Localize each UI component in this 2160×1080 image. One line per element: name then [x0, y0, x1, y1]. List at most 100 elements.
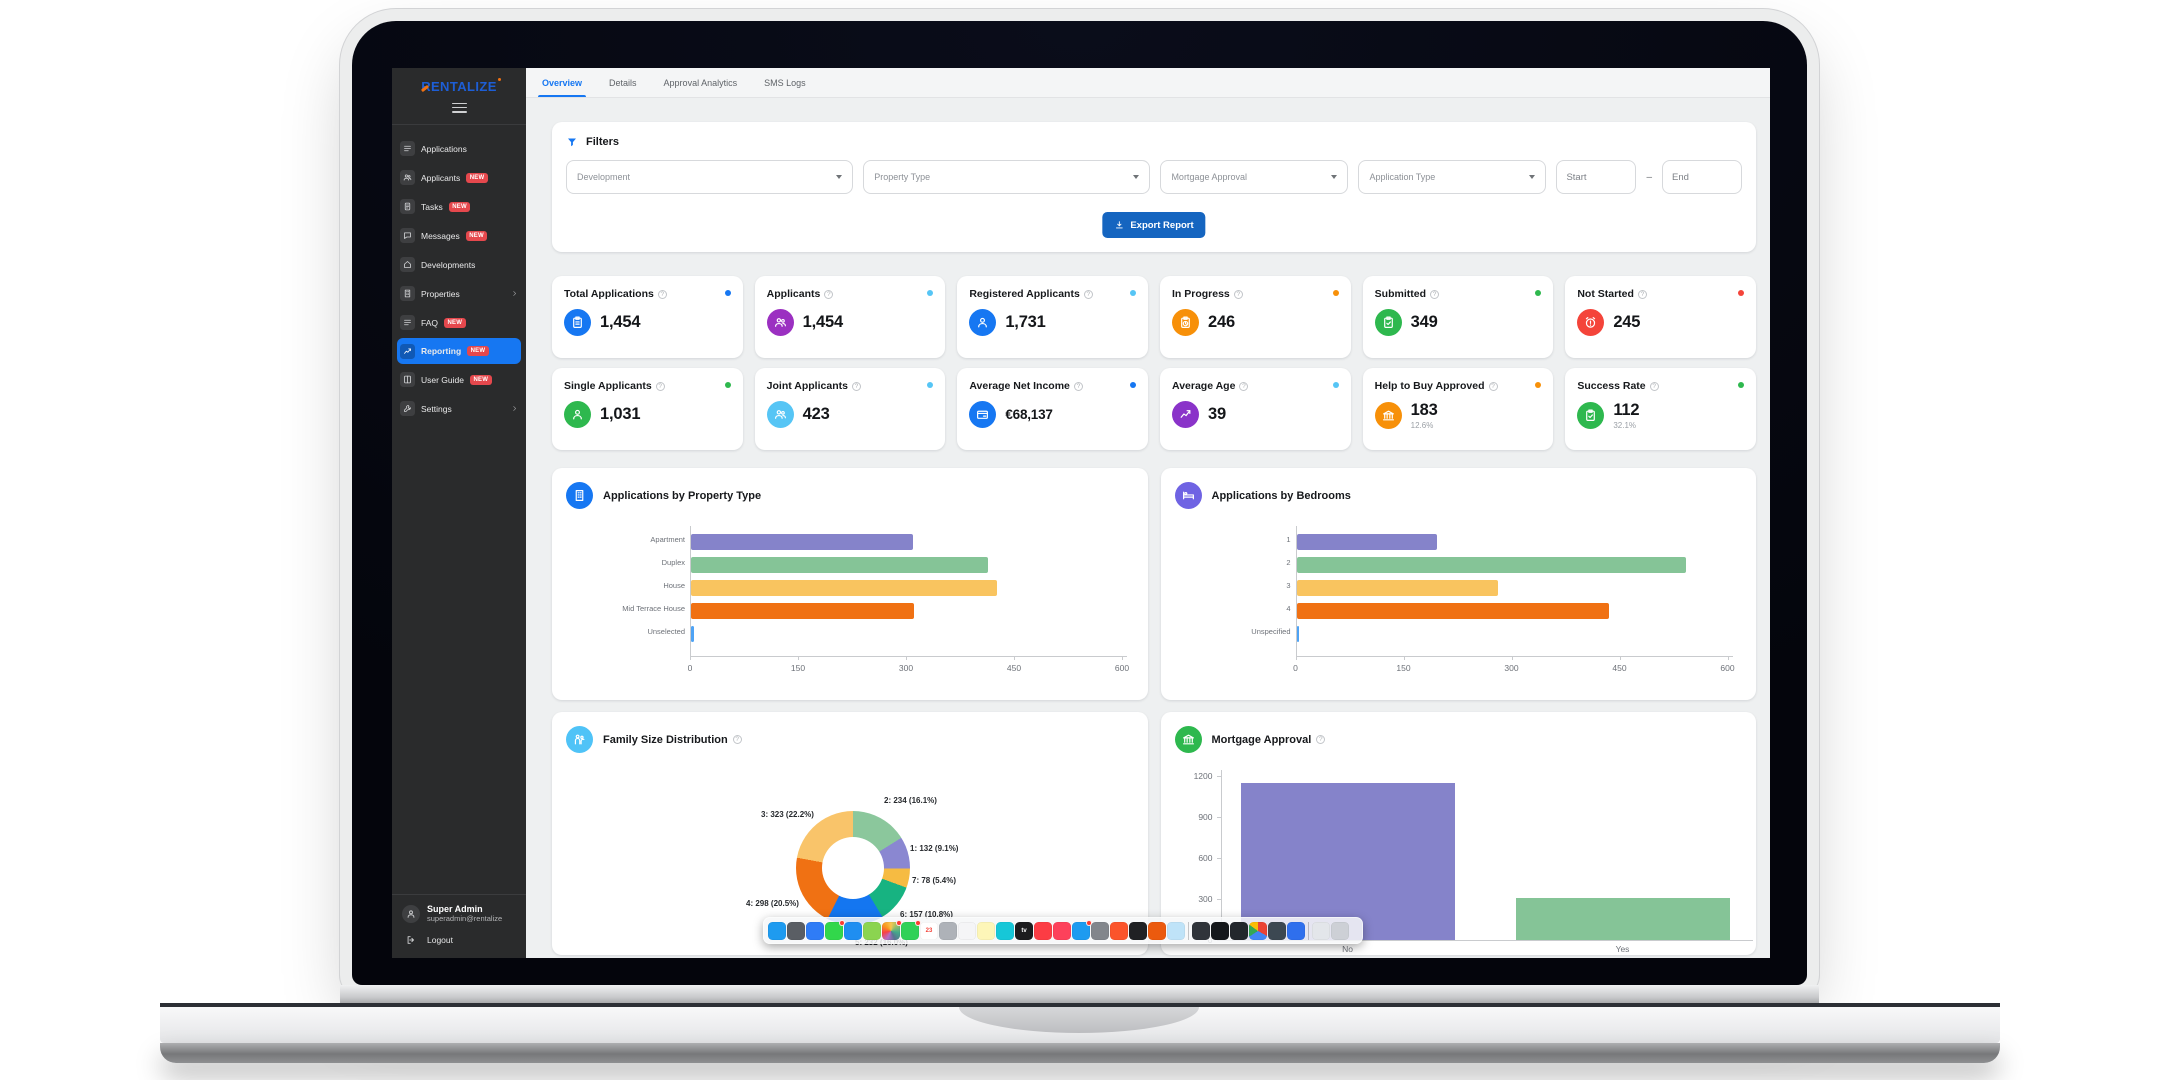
- dock-icon-mail[interactable]: [844, 921, 862, 940]
- y-tick-label: 600: [1198, 853, 1213, 863]
- help-icon[interactable]: ?: [1239, 381, 1249, 391]
- help-icon[interactable]: ?: [1488, 381, 1498, 391]
- help-icon[interactable]: ?: [1233, 289, 1243, 299]
- start-date-input[interactable]: [1556, 160, 1637, 194]
- sidebar-item-applications[interactable]: Applications: [392, 134, 526, 163]
- end-date-input[interactable]: [1662, 160, 1742, 194]
- sidebar-item-user-guide[interactable]: User Guide NEW: [392, 365, 526, 394]
- logout-button[interactable]: Logout: [392, 926, 526, 958]
- filters-header: Filters: [566, 136, 1742, 148]
- bar-mid-terrace-house: [691, 602, 915, 619]
- bank-icon: [1174, 726, 1202, 753]
- dock-icon-music[interactable]: [1034, 921, 1052, 940]
- dock-icon-safari[interactable]: [806, 921, 824, 940]
- dock-icon-system-settings[interactable]: [1091, 921, 1109, 940]
- dock-icon-maps[interactable]: [863, 921, 881, 940]
- dropdown-placeholder: Property Type: [874, 172, 931, 182]
- sidebar-item-label: Properties: [421, 288, 460, 299]
- dock-icon-pulse-dark[interactable]: [1211, 921, 1229, 940]
- dock-icon-pen-dark[interactable]: [1268, 921, 1286, 940]
- dock-icon-app-store[interactable]: [1072, 919, 1092, 940]
- stat-value-wrap: 1,454: [600, 313, 640, 332]
- dock-icon-finder[interactable]: [768, 921, 786, 940]
- dock-icon-chart-dark[interactable]: [1230, 921, 1248, 940]
- dock-icon-calendar[interactable]: 23: [920, 921, 938, 940]
- user-profile[interactable]: Super Admin superadmin@rentalize: [392, 894, 526, 926]
- sidebar-item-faq[interactable]: FAQ NEW: [392, 308, 526, 337]
- stat-title: Average Age?: [1172, 380, 1339, 392]
- sidebar-item-settings[interactable]: Settings: [392, 394, 526, 423]
- sidebar-item-applicants[interactable]: Applicants NEW: [392, 163, 526, 192]
- stat-title-label: Help to Buy Approved: [1374, 380, 1485, 392]
- dock-icon-music-wave[interactable]: [996, 921, 1014, 940]
- stat-card-joint-applicants: Joint Applicants? 423: [754, 368, 946, 450]
- hamburger-menu-icon[interactable]: [451, 100, 467, 115]
- donut-label-1: 1: 132 (9.1%): [910, 844, 959, 853]
- dock-icon-apple-tv[interactable]: tv: [1015, 921, 1033, 940]
- laptop-thumb-notch: [959, 1007, 1199, 1033]
- new-badge: NEW: [466, 172, 488, 183]
- help-icon[interactable]: ?: [732, 735, 742, 744]
- stat-body: 1,031: [564, 401, 731, 428]
- help-icon[interactable]: ?: [655, 381, 665, 391]
- help-icon[interactable]: ?: [1073, 381, 1083, 391]
- sidebar-item-properties[interactable]: Properties: [392, 279, 526, 308]
- stat-title-label: Joint Applicants: [766, 380, 848, 392]
- dock-icon-brave[interactable]: [1110, 921, 1128, 940]
- dock-icon-people-dark[interactable]: [1192, 921, 1210, 940]
- dock-icon-messages[interactable]: [825, 919, 845, 940]
- dock-icon-photos[interactable]: [882, 919, 902, 940]
- x-axis-line: [690, 656, 1127, 657]
- sidebar-item-label: Applications: [421, 143, 467, 154]
- doc-icon: [400, 199, 415, 215]
- sidebar-item-reporting[interactable]: Reporting NEW: [397, 338, 521, 365]
- status-dot: [927, 382, 934, 388]
- filters-title: Filters: [586, 136, 620, 148]
- stat-value-wrap: 112 32.1%: [1613, 401, 1639, 430]
- help-icon[interactable]: ?: [1083, 289, 1093, 299]
- filter-dropdown-mortgage-approval[interactable]: Mortgage Approval: [1160, 160, 1349, 194]
- export-report-button[interactable]: Export Report: [1102, 212, 1206, 238]
- dock-icon-reminders[interactable]: [958, 921, 976, 940]
- x-axis-line: [1220, 940, 1753, 941]
- help-icon[interactable]: ?: [1637, 289, 1647, 299]
- dock-icon-person-blue[interactable]: [1287, 921, 1305, 940]
- x-tick-label: 450: [1006, 663, 1022, 673]
- logout-label: Logout: [427, 935, 453, 945]
- help-icon[interactable]: ?: [824, 289, 834, 299]
- stat-title-label: Success Rate: [1577, 380, 1646, 392]
- tab-details[interactable]: Details: [609, 77, 637, 88]
- sidebar-item-tasks[interactable]: Tasks NEW: [392, 192, 526, 221]
- dock-icon-contacts[interactable]: [939, 921, 957, 940]
- tab-overview[interactable]: Overview: [537, 68, 587, 97]
- clipboard-icon: [564, 309, 591, 336]
- dock-icon-chrome[interactable]: [1249, 921, 1267, 940]
- tab-approval-analytics[interactable]: Approval Analytics: [663, 77, 738, 88]
- dock-icon-snowflake[interactable]: [1148, 921, 1166, 940]
- filter-dropdown-property-type[interactable]: Property Type: [863, 160, 1151, 194]
- filter-dropdown-application-type[interactable]: Application Type: [1358, 160, 1547, 194]
- dock-icon-hand[interactable]: [1167, 921, 1185, 940]
- dock-icon-files[interactable]: [1312, 921, 1330, 940]
- stat-body: 1,731: [969, 309, 1136, 336]
- help-icon[interactable]: ?: [1649, 381, 1659, 391]
- tab-sms-logs[interactable]: SMS Logs: [764, 77, 806, 88]
- dock-icon-launchpad[interactable]: [787, 921, 805, 940]
- filter-dropdown-development[interactable]: Development: [566, 160, 854, 194]
- stat-title-label: Average Net Income: [969, 380, 1070, 392]
- sidebar-item-messages[interactable]: Messages NEW: [392, 221, 526, 250]
- stat-title: Joint Applicants?: [767, 380, 934, 392]
- dock-icon-trash[interactable]: [1331, 921, 1349, 940]
- help-icon[interactable]: ?: [1316, 735, 1326, 744]
- dock-icon-tasks-green[interactable]: [901, 919, 921, 940]
- bar-unspecified: [1296, 625, 1300, 642]
- dock-icon-notes[interactable]: [977, 921, 995, 940]
- sidebar-item-developments[interactable]: Developments: [392, 250, 526, 279]
- laptop-screen: RENTALIZE Applications Applicants NEW Tasks…: [352, 21, 1807, 985]
- help-icon[interactable]: ?: [851, 381, 861, 391]
- dock-icon-shield-dark[interactable]: [1129, 921, 1147, 940]
- help-icon[interactable]: ?: [1430, 289, 1439, 299]
- laptop-base: [160, 1007, 2000, 1043]
- help-icon[interactable]: ?: [657, 289, 667, 299]
- dock-icon-news[interactable]: [1053, 921, 1071, 940]
